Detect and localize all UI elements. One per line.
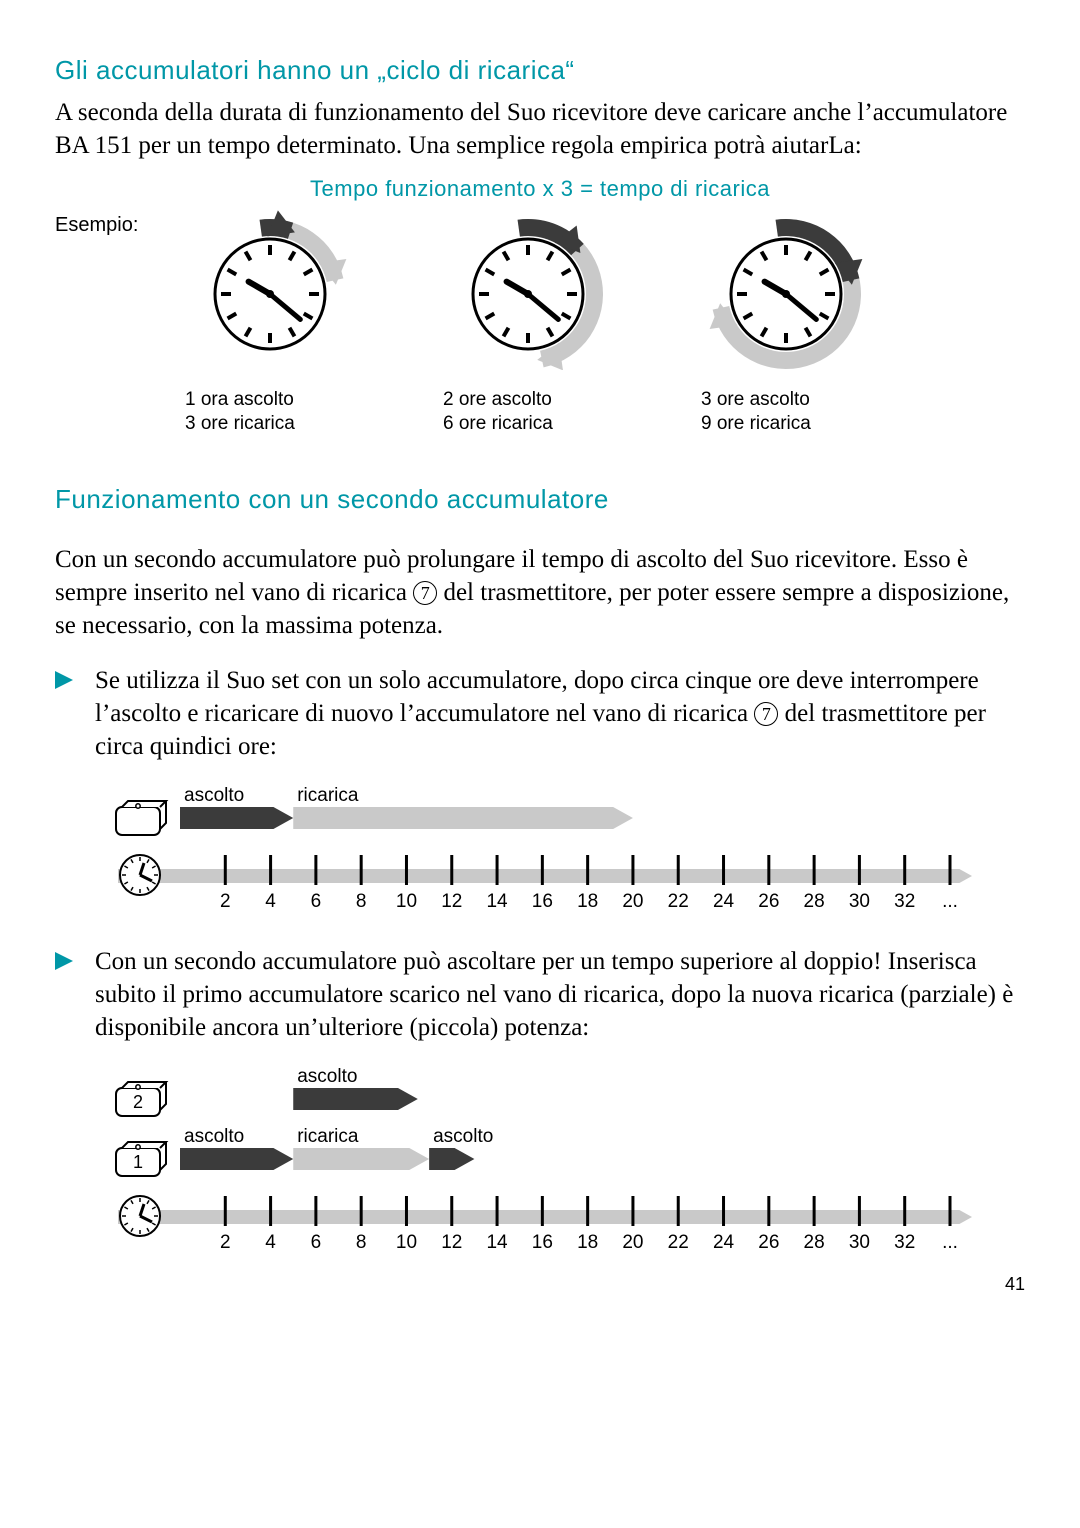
svg-text:12: 12 [441,1232,462,1253]
bullet-triangle-icon [55,945,95,1044]
svg-text:10: 10 [396,1232,417,1253]
svg-text:16: 16 [532,1232,553,1253]
para-secondo: Con un secondo accumulatore può prolunga… [55,543,1025,642]
svg-text:8: 8 [356,891,367,912]
svg-text:...: ... [942,1232,958,1253]
page-number: 41 [55,1274,1025,1295]
svg-text:24: 24 [713,891,735,912]
svg-text:6: 6 [311,1232,322,1253]
svg-text:16: 16 [532,891,553,912]
svg-text:20: 20 [622,891,643,912]
svg-text:8: 8 [356,1232,367,1253]
svg-text:4: 4 [265,891,276,912]
esempio-label: Esempio: [55,210,185,237]
clock-3: 3 ore ascolto9 ore ricarica [701,210,901,436]
circled-seven-icon: 7 [754,702,778,726]
clock-row: 1 ora ascolto3 ore ricarica 2 ore ascolt… [185,210,901,436]
svg-text:32: 32 [894,1232,915,1253]
timeline-2: 2 1 ascoltoascoltoricaricaascolto 246810… [110,1054,1025,1264]
svg-text:12: 12 [441,891,462,912]
svg-text:28: 28 [804,891,825,912]
clock-caption: 2 ore ascolto6 ore ricarica [443,388,553,436]
svg-text:28: 28 [804,1232,825,1253]
formula: Tempo funzionamento x 3 = tempo di ricar… [55,176,1025,202]
svg-text:26: 26 [758,891,779,912]
clock-1: 1 ora ascolto3 ore ricarica [185,210,385,436]
svg-text:6: 6 [311,891,322,912]
para-ciclo: A seconda della durata di funzionamento … [55,96,1025,162]
svg-text:ricarica: ricarica [297,785,359,806]
svg-text:26: 26 [758,1232,779,1253]
bullet1-text: Se utilizza il Suo set con un solo accum… [95,664,1025,763]
svg-text:ascolto: ascolto [184,785,244,806]
svg-text:2: 2 [220,1232,231,1253]
circled-seven-icon: 7 [413,581,437,605]
svg-text:10: 10 [396,891,417,912]
bullet-triangle-icon [55,664,95,763]
svg-text:1: 1 [133,1152,143,1172]
svg-text:4: 4 [265,1232,276,1253]
svg-text:ascolto: ascolto [433,1126,493,1147]
bullet2-text: Con un secondo accumulatore può ascoltar… [95,945,1025,1044]
svg-text:32: 32 [894,891,915,912]
svg-text:22: 22 [668,1232,689,1253]
heading-ciclo: Gli accumulatori hanno un „ciclo di rica… [55,55,1025,86]
svg-text:2: 2 [220,891,231,912]
svg-text:14: 14 [486,1232,508,1253]
svg-text:ascolto: ascolto [184,1126,244,1147]
svg-text:14: 14 [486,891,508,912]
svg-text:20: 20 [622,1232,643,1253]
heading-secondo: Funzionamento con un secondo accumulator… [55,484,1025,515]
timeline-1: ascoltoricarica 246810121416182022242628… [110,773,1025,923]
svg-text:18: 18 [577,891,598,912]
svg-text:ascolto: ascolto [297,1066,357,1087]
svg-text:...: ... [942,891,958,912]
svg-text:22: 22 [668,891,689,912]
clock-caption: 1 ora ascolto3 ore ricarica [185,388,295,436]
clock-2: 2 ore ascolto6 ore ricarica [443,210,643,436]
svg-text:30: 30 [849,1232,870,1253]
svg-text:2: 2 [133,1092,143,1112]
clock-caption: 3 ore ascolto9 ore ricarica [701,388,811,436]
svg-text:ricarica: ricarica [297,1126,359,1147]
svg-text:24: 24 [713,1232,735,1253]
svg-text:30: 30 [849,891,870,912]
svg-text:18: 18 [577,1232,598,1253]
